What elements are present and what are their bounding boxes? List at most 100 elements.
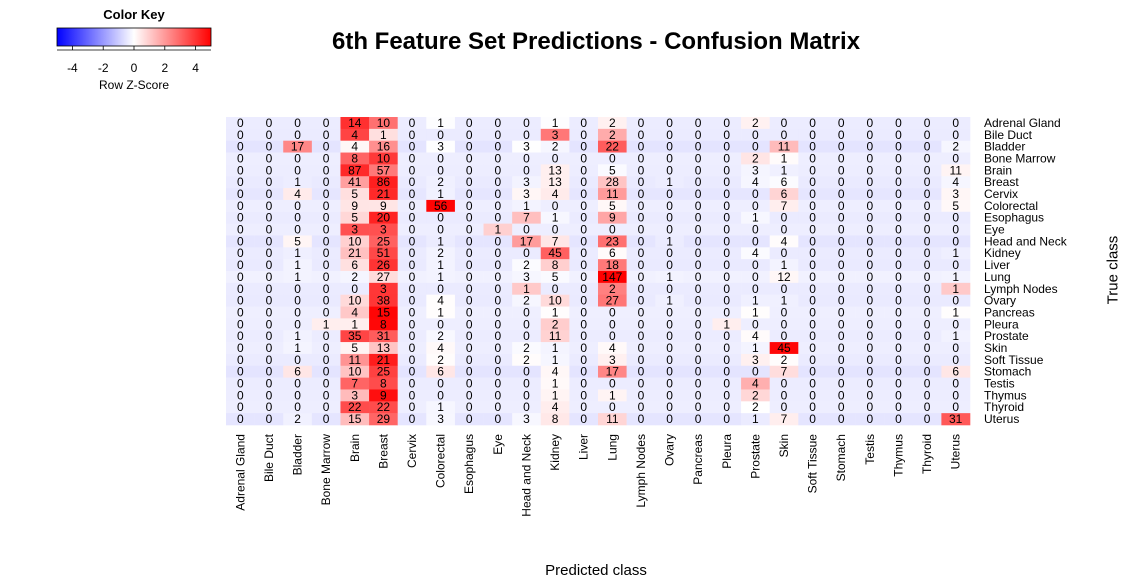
heatmap-cell xyxy=(540,152,570,165)
cell-value: 0 xyxy=(466,211,473,225)
cell-value: 0 xyxy=(495,270,502,284)
cell-value: 0 xyxy=(781,282,788,296)
heatmap-cell xyxy=(884,235,914,248)
cell-value: 5 xyxy=(609,163,616,177)
heatmap-cell xyxy=(712,306,742,319)
cell-value: 0 xyxy=(638,412,645,426)
heatmap-cell xyxy=(884,259,914,272)
cell-value: 13 xyxy=(377,341,391,355)
cell-value: 21 xyxy=(377,187,391,201)
cell-value: 0 xyxy=(409,353,416,367)
heatmap-cell xyxy=(912,282,942,295)
cell-value: 0 xyxy=(838,187,845,201)
cell-value: 0 xyxy=(495,116,502,130)
cell-value: 0 xyxy=(466,234,473,248)
heatmap-cell xyxy=(912,211,942,224)
cell-value: 0 xyxy=(266,270,273,284)
heatmap-cell xyxy=(254,164,284,177)
cell-value: 0 xyxy=(266,282,273,296)
cell-value: 0 xyxy=(266,341,273,355)
heatmap-cell xyxy=(369,413,398,426)
heatmap-cell xyxy=(512,365,542,378)
cell-value: 0 xyxy=(781,116,788,130)
cell-value: 0 xyxy=(924,341,931,355)
cell-value: 0 xyxy=(523,223,530,237)
heatmap-cell xyxy=(712,211,742,224)
cell-value: 2 xyxy=(437,246,444,260)
cell-value: 11 xyxy=(949,163,962,177)
cell-value: 1 xyxy=(294,175,301,189)
heatmap-cell xyxy=(426,342,456,355)
cell-value: 0 xyxy=(237,223,244,237)
heatmap-cell xyxy=(855,271,885,284)
cell-value: 0 xyxy=(266,211,273,225)
heatmap-cell xyxy=(598,223,627,236)
heatmap-cell xyxy=(483,235,513,248)
cell-value: 18 xyxy=(606,258,620,272)
cell-value: 0 xyxy=(895,234,902,248)
cell-value: 0 xyxy=(323,353,330,367)
cell-value: 0 xyxy=(952,388,959,402)
cell-value: 2 xyxy=(752,388,759,402)
heatmap-cell xyxy=(912,271,942,284)
heatmap-cell xyxy=(912,199,942,213)
cell-value: 0 xyxy=(638,305,645,319)
cell-value: 0 xyxy=(580,128,587,142)
heatmap-cell xyxy=(254,389,284,402)
heatmap-cell xyxy=(283,318,313,331)
cell-value: 0 xyxy=(237,140,244,154)
cell-value: 0 xyxy=(895,353,902,367)
heatmap-cell xyxy=(798,342,828,355)
heatmap-cell xyxy=(397,176,427,189)
cell-value: 0 xyxy=(266,163,273,177)
heatmap-cell xyxy=(483,247,513,260)
heatmap-cell xyxy=(855,365,885,378)
heatmap-cell xyxy=(941,164,971,177)
heatmap-cell xyxy=(855,152,885,165)
cell-value: 0 xyxy=(638,211,645,225)
cell-value: 0 xyxy=(638,163,645,177)
cell-value: 0 xyxy=(924,234,931,248)
cell-value: 1 xyxy=(437,305,444,319)
cell-value: 3 xyxy=(752,353,759,367)
heatmap-cell xyxy=(311,401,341,414)
heatmap-cell xyxy=(483,128,513,141)
cell-value: 6 xyxy=(781,187,788,201)
cell-value: 6 xyxy=(294,365,301,379)
cell-value: 0 xyxy=(323,305,330,319)
cell-value: 0 xyxy=(838,377,845,391)
cell-value: 0 xyxy=(609,151,616,165)
color-key-tick-label: -2 xyxy=(98,61,109,75)
heatmap-cell xyxy=(283,413,313,426)
heatmap-cell xyxy=(712,377,742,390)
heatmap-cell xyxy=(712,271,742,284)
heatmap-cell xyxy=(569,294,599,307)
heatmap-cell xyxy=(884,211,914,224)
cell-value: 0 xyxy=(638,377,645,391)
heatmap-cell xyxy=(426,389,456,402)
cell-value: 0 xyxy=(838,128,845,142)
heatmap-cell xyxy=(741,259,770,272)
heatmap-cell xyxy=(512,235,542,248)
cell-value: 1 xyxy=(351,317,358,331)
heatmap-cell xyxy=(655,247,685,260)
cell-value: 0 xyxy=(723,223,730,237)
cell-value: 5 xyxy=(351,211,358,225)
heatmap-cell xyxy=(884,353,914,367)
cell-value: 0 xyxy=(638,187,645,201)
heatmap-cells xyxy=(226,117,971,426)
heatmap-cell xyxy=(626,128,656,141)
heatmap-cell xyxy=(941,294,971,307)
cell-value: 0 xyxy=(495,211,502,225)
heatmap-cell xyxy=(226,259,255,272)
cell-value: 0 xyxy=(580,317,587,331)
cell-value: 1 xyxy=(323,317,330,331)
heatmap-cell xyxy=(426,306,456,319)
cell-value: 0 xyxy=(723,388,730,402)
heatmap-cell xyxy=(569,188,599,201)
heatmap-cell xyxy=(540,117,570,130)
row-label: Bladder xyxy=(984,140,1025,154)
cell-value: 1 xyxy=(380,128,387,142)
heatmap-cell xyxy=(454,211,484,224)
cell-value: 0 xyxy=(752,128,759,142)
